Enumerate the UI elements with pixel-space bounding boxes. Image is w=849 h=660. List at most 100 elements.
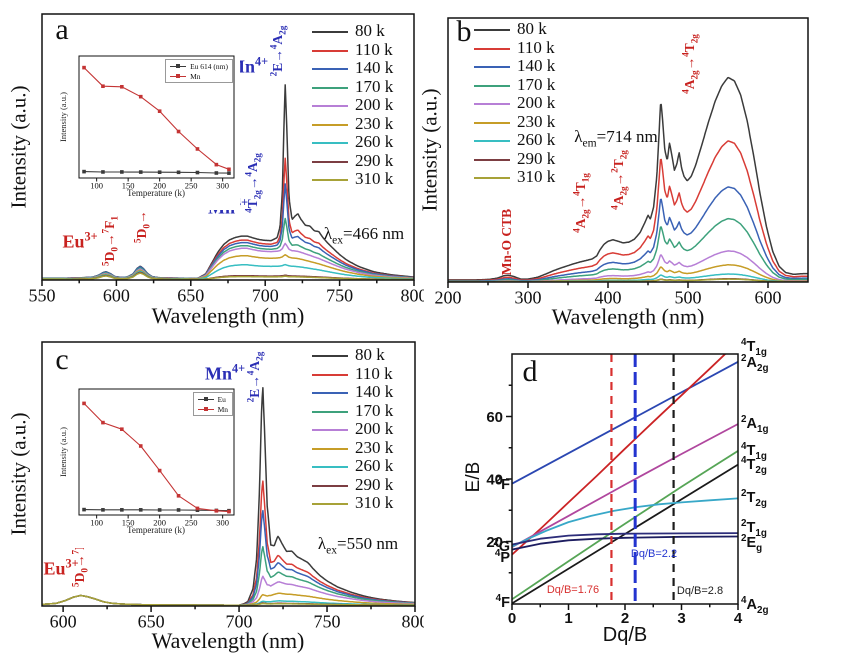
legend-swatch [312, 501, 348, 506]
legend-item: 140 k [474, 56, 555, 76]
legend-item: 310 k [312, 493, 393, 513]
panel-a-annotation-2e: 2E→4A2g [268, 25, 288, 77]
panel-a-plot: 550 600 650 700 750 800 [29, 13, 424, 305]
panel-c-inset-ylabel: Intensity (a.u.) [58, 427, 68, 477]
svg-text:500: 500 [675, 287, 702, 307]
panel-d-vline-label-2-8: Dq/B=2.8 [676, 585, 724, 597]
legend-swatch [474, 157, 510, 161]
svg-text:0: 0 [508, 610, 516, 627]
legend-label: 200 k [355, 419, 394, 439]
panel-d-state-label-4a2g: 4A2g [741, 595, 769, 616]
svg-text:300: 300 [515, 287, 542, 307]
panel-b-annotation-2t2g: 4A2g→2T2g [609, 150, 629, 210]
svg-text:650: 650 [138, 611, 165, 631]
panel-d-state-label-2t1g: 2T1g [741, 518, 767, 539]
legend-label: 170 k [355, 76, 394, 96]
legend-swatch [474, 64, 510, 69]
panel-c-inset-plot: 100 150 200 250 300 [78, 388, 235, 528]
legend-swatch [312, 483, 348, 487]
legend-label: 80 k [517, 19, 547, 39]
legend-item: 310 k [312, 169, 394, 189]
panel-d-state-label-4t1g-top: 4T1g [741, 337, 767, 358]
panel-a: 550 600 650 700 750 800 a Intensity (a.u.) Wa… [6, 4, 425, 330]
legend-swatch [312, 29, 348, 34]
svg-text:150: 150 [122, 181, 135, 191]
panel-d-state-label-4t1g: 4T1g [741, 441, 767, 462]
legend-swatch [474, 101, 510, 106]
panel-a-annotation-4t2g: 4T2g→4A2g [243, 153, 263, 213]
legend-swatch [312, 177, 348, 182]
svg-text:750: 750 [326, 285, 353, 305]
legend-item: 110 k [474, 38, 555, 58]
svg-text:150: 150 [122, 518, 135, 528]
svg-text:700: 700 [226, 611, 253, 631]
legend-item: 260 k [312, 132, 393, 152]
panel-a-letter: a [55, 13, 69, 46]
legend-item: 110 k [312, 364, 393, 384]
svg-text:250: 250 [185, 518, 198, 528]
legend-label: 230 k [355, 113, 394, 133]
svg-text:20: 20 [486, 534, 503, 551]
panel-d-free-ion-term-2f: 2F [495, 475, 510, 493]
legend-label: 310 k [355, 169, 394, 189]
svg-text:1: 1 [564, 610, 572, 627]
legend-item: 200 k [312, 419, 394, 439]
legend-swatch [312, 446, 348, 450]
legend-swatch [474, 46, 510, 50]
panel-d-state-label-2eg: 2Eg [741, 533, 763, 554]
legend-item: Eu 614 (nm) [170, 61, 228, 71]
legend-swatch [312, 159, 348, 163]
panel-c-ylabel: Intensity (a.u.) [6, 412, 31, 536]
panel-d-letter: d [522, 355, 538, 388]
legend-label: Mn [217, 404, 228, 414]
panel-d-free-ion-term-4p: 4P [494, 548, 510, 566]
panel-b: 200 300 400 500 600 b Intensity (a.u.) Wavel… [418, 4, 849, 330]
legend-label: 200 k [517, 93, 556, 113]
legend-label: 230 k [517, 111, 556, 131]
legend-item: Eu [197, 394, 228, 404]
legend-swatch [312, 427, 348, 432]
svg-text:250: 250 [185, 181, 198, 191]
svg-text:200: 200 [435, 287, 462, 307]
panel-d-vline-label-2-2: Dq/B=2.2 [630, 548, 678, 560]
legend-swatch [170, 64, 187, 68]
svg-text:400: 400 [595, 287, 622, 307]
legend-label: 170 k [517, 74, 556, 94]
legend-label: Eu 614 (nm) [190, 61, 228, 71]
legend-label: 310 k [517, 167, 556, 187]
panel-a-xlabel: Wavelength (nm) [151, 303, 305, 328]
panel-d-plot: 0 1 2 3 4 20 40 60 [486, 353, 743, 627]
legend-item: 260 k [312, 456, 394, 476]
legend-item: 80 k [312, 21, 393, 41]
legend-swatch [474, 83, 510, 87]
panel-b-emission-note: λem=714 nm [574, 127, 658, 150]
svg-text:3: 3 [677, 610, 685, 627]
legend-label: 140 k [355, 382, 394, 402]
panel-b-plot: 200 300 400 500 600 [435, 17, 809, 307]
legend-label: 260 k [517, 130, 556, 150]
panel-a-annotation-eu: Eu3+ [62, 229, 98, 252]
legend-label: Eu [217, 394, 226, 404]
legend-swatch [474, 120, 510, 124]
svg-text:550: 550 [29, 285, 56, 305]
legend-item: 200 k [474, 93, 556, 113]
legend-item: 290 k [312, 475, 393, 495]
legend-item: 80 k [474, 19, 555, 39]
legend-swatch [312, 390, 348, 395]
legend-swatch [312, 353, 348, 358]
svg-text:40: 40 [486, 471, 503, 488]
legend-item: 170 k [474, 74, 556, 95]
legend-swatch [197, 407, 214, 411]
panel-b-ylabel: Intensity (a.u.) [417, 88, 442, 212]
svg-text:650: 650 [177, 285, 204, 305]
legend-item: 140 k [312, 58, 393, 78]
panel-b-letter: b [456, 15, 472, 48]
panel-c-annotation-mn: Mn4+ [204, 361, 246, 384]
legend-item: Mn [170, 71, 228, 81]
legend-swatch [312, 103, 348, 108]
panel-a-inset-xlabel: Temperature (k) [126, 188, 186, 198]
legend-label: 290 k [355, 150, 394, 170]
legend-label: 260 k [355, 456, 394, 476]
